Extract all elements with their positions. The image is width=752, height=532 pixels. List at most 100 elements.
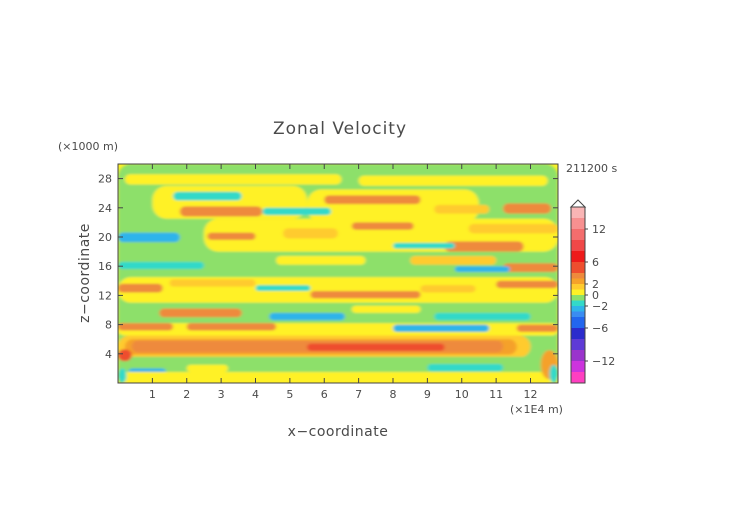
y-tick-label: 12 [98, 289, 112, 302]
x-axis-title: x−coordinate [288, 424, 389, 440]
x-tick-label: 8 [390, 388, 397, 401]
velocity-band-16 [283, 228, 338, 239]
x-tick-label: 6 [321, 388, 328, 401]
x-tick-label: 11 [489, 388, 503, 401]
velocity-band-43 [516, 324, 558, 332]
x-tick-label: 4 [252, 388, 259, 401]
x-tick-label: 10 [455, 388, 469, 401]
velocity-band-36 [269, 312, 345, 321]
velocity-band-38 [434, 312, 531, 321]
velocity-band-13 [118, 232, 180, 243]
y-tick-label: 20 [98, 231, 112, 244]
velocity-band-5 [173, 191, 242, 201]
x-unit-label: (×1E4 m) [510, 403, 563, 416]
colorbar-swatch [571, 273, 585, 279]
velocity-band-19 [444, 241, 524, 252]
chart-title: Zonal Velocity [273, 119, 407, 139]
colorbar-tick-label: 0 [592, 289, 599, 302]
y-axis-title: z−coordinate [77, 223, 93, 323]
velocity-band-37 [351, 305, 421, 313]
velocity-band-11 [262, 207, 332, 216]
colorbar-swatch [571, 278, 585, 284]
velocity-band-32 [496, 280, 558, 289]
y-tick-label: 4 [105, 348, 112, 361]
y-tick-label: 28 [98, 173, 112, 186]
velocity-band-24 [410, 255, 497, 265]
velocity-band-39 [118, 323, 558, 336]
colorbar-tick-label: 6 [592, 256, 599, 269]
colorbar-swatch [571, 207, 585, 218]
velocity-band-20 [393, 242, 455, 249]
velocity-band-6 [179, 206, 263, 217]
velocity-band-35 [159, 308, 242, 318]
colorbar-overflow-arrow [569, 199, 587, 208]
colorbar-swatch [571, 300, 585, 306]
colorbar-tick-label: −2 [592, 300, 608, 313]
velocity-band-29 [169, 279, 256, 287]
time-label: 211200 s [566, 162, 617, 175]
velocity-band-42 [393, 324, 490, 332]
x-tick-label: 5 [286, 388, 293, 401]
velocity-band-53 [118, 349, 132, 362]
velocity-band-17 [351, 222, 414, 230]
velocity-band-25 [503, 263, 558, 273]
x-axis-ticks: 1 2 3 4 5 6 7 8 9 10 11 12 [149, 164, 538, 401]
velocity-field [118, 164, 558, 383]
colorbar-swatch [571, 240, 585, 251]
y-axis-ticks: 4 8 12 16 20 24 28 [98, 173, 558, 361]
velocity-band-30 [310, 291, 421, 299]
x-tick-label: 7 [355, 388, 362, 401]
velocity-band-33 [255, 285, 311, 292]
velocity-band-55 [549, 364, 558, 383]
colorbar-tick-label: −6 [592, 322, 608, 335]
y-unit-label: (×1000 m) [58, 140, 118, 153]
velocity-band-9 [434, 204, 490, 214]
colorbar-swatch [571, 251, 585, 262]
x-tick-label: 3 [218, 388, 225, 401]
y-tick-label: 8 [105, 319, 112, 332]
velocity-band-31 [420, 285, 476, 293]
velocity-band-51 [427, 364, 503, 372]
colorbar: 12 6 20−2 −6 −12 [569, 199, 615, 384]
velocity-band-21 [193, 253, 558, 278]
x-tick-label: 9 [424, 388, 431, 401]
colorbar-swatch [571, 306, 585, 312]
colorbar-swatch [571, 317, 585, 328]
velocity-band-52 [118, 372, 558, 383]
colorbar-swatch [571, 339, 585, 350]
colorbar-swatch [571, 284, 585, 290]
colorbar-swatch [571, 311, 585, 317]
velocity-band-8 [324, 195, 421, 205]
velocity-band-10 [503, 203, 552, 214]
velocity-band-23 [276, 255, 366, 265]
colorbar-swatch [571, 229, 585, 240]
y-tick-label: 24 [98, 202, 112, 215]
velocity-band-28 [118, 283, 163, 293]
x-tick-label: 2 [183, 388, 190, 401]
colorbar-swatch [571, 218, 585, 229]
velocity-band-3 [358, 175, 548, 186]
velocity-band-18 [468, 223, 558, 234]
velocity-band-15 [207, 232, 256, 240]
velocity-band-50 [186, 364, 228, 373]
velocity-band-56 [118, 368, 127, 383]
colorbar-tick-label: −12 [592, 355, 615, 368]
colorbar-swatch [571, 328, 585, 339]
velocity-band-26 [454, 266, 510, 273]
colorbar-swatch [571, 262, 585, 273]
colorbar-swatch [571, 361, 585, 372]
colorbar-swatch [571, 372, 585, 383]
x-tick-label: 1 [149, 388, 156, 401]
velocity-band-47 [307, 343, 445, 351]
velocity-band-40 [118, 323, 173, 331]
colorbar-tick-label: 12 [592, 223, 606, 236]
y-tick-label: 16 [98, 260, 112, 273]
velocity-band-22 [118, 261, 204, 270]
colorbar-tick-label: 2 [592, 278, 599, 291]
colorbar-swatch [571, 350, 585, 361]
x-tick-label: 12 [524, 388, 538, 401]
colorbar-swatch [571, 289, 585, 295]
colorbar-swatch [571, 295, 585, 301]
